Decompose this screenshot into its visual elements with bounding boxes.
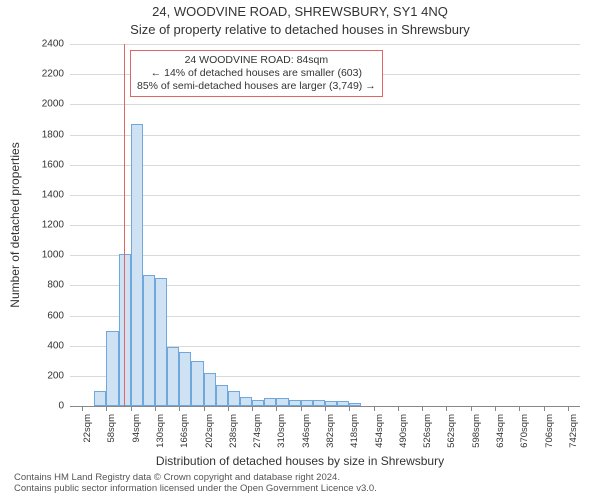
y-axis-title: Number of detached properties bbox=[8, 142, 22, 307]
histogram-bar bbox=[264, 398, 276, 406]
footer-attribution: Contains HM Land Registry data © Crown c… bbox=[14, 472, 377, 495]
x-tick-mark bbox=[179, 406, 180, 411]
y-tick-label: 0 bbox=[24, 401, 64, 412]
histogram-bar bbox=[131, 124, 143, 406]
page-title: 24, WOODVINE ROAD, SHREWSBURY, SY1 4NQ bbox=[0, 4, 600, 19]
x-tick-label: 598sqm bbox=[471, 414, 482, 454]
histogram-chart: 22sqm58sqm94sqm130sqm166sqm202sqm238sqm2… bbox=[70, 44, 580, 406]
x-tick-mark bbox=[471, 406, 472, 411]
y-tick-label: 1800 bbox=[24, 129, 64, 140]
y-tick-label: 2400 bbox=[24, 39, 64, 50]
grid-line bbox=[70, 195, 580, 196]
x-tick-mark bbox=[374, 406, 375, 411]
histogram-bar bbox=[240, 397, 252, 406]
x-tick-mark bbox=[204, 406, 205, 411]
histogram-bar bbox=[252, 400, 264, 406]
y-tick-label: 1400 bbox=[24, 189, 64, 200]
x-tick-mark bbox=[228, 406, 229, 411]
x-tick-label: 166sqm bbox=[179, 414, 190, 454]
y-tick-label: 600 bbox=[24, 310, 64, 321]
x-tick-label: 490sqm bbox=[398, 414, 409, 454]
y-tick-label: 400 bbox=[24, 340, 64, 351]
x-tick-mark bbox=[155, 406, 156, 411]
histogram-bar bbox=[143, 275, 155, 406]
annotation-box: 24 WOODVINE ROAD: 84sqm← 14% of detached… bbox=[130, 50, 383, 97]
x-tick-label: 346sqm bbox=[301, 414, 312, 454]
x-tick-label: 130sqm bbox=[155, 414, 166, 454]
histogram-bar bbox=[313, 400, 325, 406]
x-tick-label: 274sqm bbox=[252, 414, 263, 454]
x-tick-label: 562sqm bbox=[446, 414, 457, 454]
x-tick-mark bbox=[106, 406, 107, 411]
x-tick-label: 526sqm bbox=[422, 414, 433, 454]
x-tick-label: 22sqm bbox=[82, 414, 93, 454]
marker-line bbox=[124, 44, 125, 406]
grid-line bbox=[70, 165, 580, 166]
histogram-bar bbox=[337, 401, 349, 406]
y-tick-label: 1000 bbox=[24, 250, 64, 261]
histogram-bar bbox=[349, 403, 361, 406]
x-tick-mark bbox=[446, 406, 447, 411]
annotation-line: 85% of semi-detached houses are larger (… bbox=[137, 80, 376, 93]
x-tick-label: 742sqm bbox=[568, 414, 579, 454]
y-tick-label: 2200 bbox=[24, 69, 64, 80]
y-tick-label: 1600 bbox=[24, 159, 64, 170]
y-tick-label: 200 bbox=[24, 370, 64, 381]
x-tick-mark bbox=[325, 406, 326, 411]
x-tick-label: 310sqm bbox=[276, 414, 287, 454]
x-tick-label: 670sqm bbox=[519, 414, 530, 454]
x-tick-mark bbox=[252, 406, 253, 411]
x-tick-label: 382sqm bbox=[325, 414, 336, 454]
y-tick-label: 2000 bbox=[24, 99, 64, 110]
x-tick-mark bbox=[495, 406, 496, 411]
x-tick-mark bbox=[398, 406, 399, 411]
histogram-bar bbox=[276, 398, 288, 406]
y-tick-label: 800 bbox=[24, 280, 64, 291]
annotation-line: ← 14% of detached houses are smaller (60… bbox=[137, 67, 376, 80]
x-tick-label: 202sqm bbox=[204, 414, 215, 454]
histogram-bar bbox=[167, 347, 179, 406]
x-tick-mark bbox=[276, 406, 277, 411]
histogram-bar bbox=[204, 373, 216, 406]
grid-line bbox=[70, 135, 580, 136]
page-subtitle: Size of property relative to detached ho… bbox=[0, 22, 600, 37]
grid-line bbox=[70, 255, 580, 256]
x-tick-label: 58sqm bbox=[106, 414, 117, 454]
x-tick-label: 706sqm bbox=[544, 414, 555, 454]
grid-line bbox=[70, 225, 580, 226]
x-tick-mark bbox=[301, 406, 302, 411]
histogram-bar bbox=[325, 401, 337, 406]
x-tick-mark bbox=[568, 406, 569, 411]
grid-line bbox=[70, 44, 580, 45]
histogram-bar bbox=[179, 352, 191, 406]
histogram-bar bbox=[228, 391, 240, 406]
x-tick-mark bbox=[422, 406, 423, 411]
histogram-bar bbox=[216, 385, 228, 406]
x-tick-label: 94sqm bbox=[131, 414, 142, 454]
x-tick-mark bbox=[131, 406, 132, 411]
x-tick-label: 634sqm bbox=[495, 414, 506, 454]
histogram-bar bbox=[155, 278, 167, 406]
annotation-line: 24 WOODVINE ROAD: 84sqm bbox=[137, 54, 376, 67]
histogram-bar bbox=[191, 361, 203, 406]
x-tick-label: 418sqm bbox=[349, 414, 360, 454]
footer-line: Contains HM Land Registry data © Crown c… bbox=[14, 472, 377, 483]
histogram-bar bbox=[94, 391, 106, 406]
x-axis-title: Distribution of detached houses by size … bbox=[0, 454, 600, 468]
x-tick-label: 454sqm bbox=[374, 414, 385, 454]
x-tick-mark bbox=[82, 406, 83, 411]
histogram-bar bbox=[106, 331, 118, 406]
histogram-bar bbox=[301, 400, 313, 406]
grid-line bbox=[70, 104, 580, 105]
histogram-bar bbox=[289, 400, 301, 406]
x-tick-label: 238sqm bbox=[228, 414, 239, 454]
footer-line: Contains public sector information licen… bbox=[14, 483, 377, 494]
y-tick-label: 1200 bbox=[24, 220, 64, 231]
x-tick-mark bbox=[519, 406, 520, 411]
x-tick-mark bbox=[544, 406, 545, 411]
x-tick-mark bbox=[349, 406, 350, 411]
